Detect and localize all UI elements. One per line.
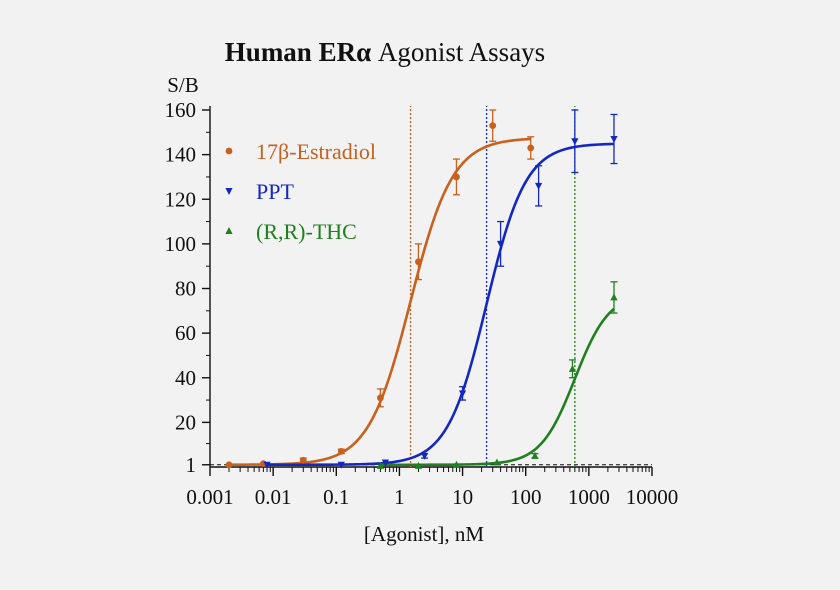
x-tick-label: 10 — [452, 485, 473, 509]
data-point — [377, 394, 384, 402]
y-tick-label: 60 — [175, 321, 196, 345]
legend-label: 17β-Estradiol — [256, 139, 376, 164]
x-tick-label: 0.1 — [323, 485, 349, 509]
data-point — [414, 461, 423, 469]
x-tick-label: 1 — [394, 485, 405, 509]
data-points — [225, 109, 618, 469]
data-point — [458, 390, 467, 398]
y-tick-label: 100 — [165, 232, 197, 256]
data-point — [496, 240, 505, 248]
x-tick-label: 0.01 — [255, 485, 292, 509]
data-point — [535, 182, 543, 190]
y-tick-label: 120 — [165, 187, 197, 211]
x-tick-label: 100 — [510, 485, 542, 509]
y-tick-label: 80 — [175, 277, 196, 301]
data-point — [452, 460, 461, 468]
legend: 17β-Estradiol PPT (R,R)-THC — [225, 139, 376, 244]
data-point — [531, 451, 539, 459]
data-point — [337, 447, 345, 455]
data-point — [415, 258, 422, 266]
data-point — [571, 138, 579, 146]
y-tick-label: 20 — [175, 410, 196, 434]
data-point — [493, 458, 501, 466]
data-point — [610, 136, 618, 144]
legend-label: (R,R)-THC — [256, 219, 357, 244]
legend-marker — [225, 227, 233, 234]
chart-title-rest: Agonist Assays — [371, 37, 545, 67]
x-axis-label: [Agonist], nM — [364, 522, 484, 546]
x-tick-label: 1000 — [568, 485, 610, 509]
data-point — [527, 144, 535, 152]
data-point — [337, 461, 345, 469]
data-point — [381, 459, 390, 467]
y-tick-label: 160 — [165, 98, 197, 122]
y-tick-label: 1 — [186, 453, 197, 477]
y-tick-label: 140 — [165, 143, 197, 167]
data-point — [420, 452, 429, 460]
data-point — [225, 461, 233, 469]
data-point — [376, 461, 385, 469]
data-point — [610, 293, 618, 301]
data-point — [453, 173, 460, 181]
legend-marker — [225, 147, 233, 155]
data-point — [299, 456, 307, 464]
x-tick-label: 10000 — [626, 485, 679, 509]
legend-marker — [225, 188, 233, 195]
data-point — [568, 364, 577, 372]
fit-curve — [267, 142, 615, 467]
legend-label: PPT — [256, 179, 294, 204]
ec50-reference-lines — [409, 106, 576, 467]
chart-title-bold: Human ERα — [225, 37, 371, 67]
y-tick-label: 40 — [175, 366, 196, 390]
data-point — [489, 122, 497, 130]
x-tick-label: 0.001 — [186, 485, 233, 509]
y-axis-label: S/B — [167, 73, 199, 97]
data-point — [263, 461, 271, 469]
fit-curve — [380, 307, 615, 467]
chart-title: Human ERα Agonist Assays — [225, 37, 545, 67]
